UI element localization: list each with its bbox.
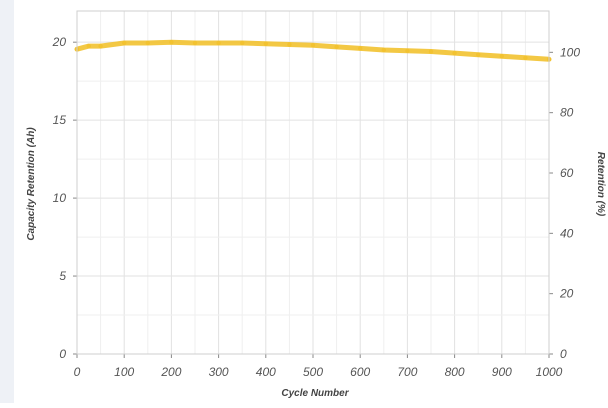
data-point	[216, 40, 221, 46]
data-point	[334, 44, 339, 50]
data-point	[452, 50, 457, 56]
tick-layer: 0 100 200 300 400 500 600 700 800 900 100005101520…	[52, 35, 581, 379]
data-point	[169, 39, 174, 45]
x-tick-label: 500	[303, 365, 323, 379]
data-point	[263, 41, 268, 46]
data-point	[86, 43, 92, 49]
y-right-tick-label: 0	[560, 347, 567, 361]
y-left-tick-label: 0	[59, 347, 66, 361]
data-point	[405, 48, 410, 53]
y-left-tick-label: 10	[53, 191, 67, 205]
y-left-tick-label: 15	[53, 113, 67, 127]
y-left-tick-label: 20	[52, 35, 67, 49]
x-axis-title: Cycle Number	[281, 388, 349, 399]
data-point	[523, 55, 528, 60]
y-right-tick-label: 100	[560, 45, 580, 59]
data-point	[499, 54, 504, 59]
x-tick-label: 700	[397, 365, 417, 379]
x-tick-label: 900	[492, 365, 512, 379]
y-left-tick-label: 5	[59, 269, 66, 283]
x-tick-label: 300	[209, 365, 229, 379]
data-point	[476, 52, 481, 57]
y-right-tick-label: 80	[560, 106, 574, 120]
plot-frame	[76, 10, 550, 355]
grid-layer	[77, 11, 549, 354]
y-right-tick-label: 40	[560, 226, 574, 240]
series-layer	[74, 39, 552, 62]
series-line	[74, 39, 552, 62]
y-left-axis-title: Capacity Retention (Ah)	[26, 127, 37, 241]
data-point	[428, 49, 434, 54]
y-right-tick-label: 60	[560, 166, 574, 180]
data-point	[381, 47, 386, 53]
data-point	[122, 40, 127, 46]
data-point	[287, 42, 292, 47]
data-point	[240, 40, 245, 46]
x-tick-label: 400	[256, 365, 276, 379]
x-tick-label: 100	[114, 365, 134, 379]
x-tick-label: 800	[445, 365, 465, 379]
x-tick-label: 200	[160, 365, 181, 379]
x-tick-label: 0	[74, 365, 81, 379]
data-point	[145, 40, 150, 46]
y-right-tick-label: 20	[559, 287, 574, 301]
data-point	[358, 46, 363, 51]
x-tick-label: 1000	[536, 365, 563, 379]
data-point	[192, 40, 198, 46]
data-point	[310, 43, 316, 48]
y-right-axis-title: Retention (%)	[595, 152, 606, 217]
x-tick-label: 600	[350, 365, 370, 379]
data-point	[98, 43, 103, 49]
